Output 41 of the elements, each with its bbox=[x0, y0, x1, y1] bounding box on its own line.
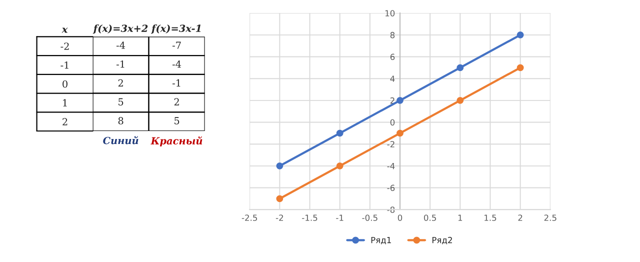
x-tick-label: f(x)=3x-1 bbox=[150, 24, 200, 34]
y-tick-label: -6 bbox=[387, 184, 395, 192]
y-tick-label: 8 bbox=[390, 32, 395, 38]
x-tick-label: 1.5 bbox=[484, 214, 496, 221]
data-label: 2 bbox=[118, 79, 123, 87]
y-axis-title: x bbox=[62, 28, 68, 33]
data-label: 5 bbox=[118, 98, 124, 106]
x-tick-label: 2.5 bbox=[544, 214, 556, 221]
legend-label: Ряд2 bbox=[432, 236, 452, 244]
y-tick-label: 10 bbox=[385, 10, 395, 16]
text: Синий bbox=[103, 136, 138, 144]
x-tick-label: -2 bbox=[276, 214, 283, 221]
data-label: -1 bbox=[116, 60, 124, 68]
x-tick-label: -1 bbox=[336, 214, 344, 221]
y-tick-label: 1 bbox=[63, 99, 67, 106]
x-tick-label: -2.5 bbox=[242, 214, 258, 221]
legend-label: Ряд1 bbox=[371, 237, 391, 244]
y-tick-label: -2 bbox=[60, 42, 69, 50]
y-tick-label: 0 bbox=[62, 80, 68, 88]
x-tick-label: -1.5 bbox=[302, 214, 318, 221]
data-label: 8 bbox=[118, 117, 124, 124]
x-tick-label: f(x)=3x+2 bbox=[92, 24, 148, 34]
x-tick-label: -0.5 bbox=[362, 214, 378, 221]
data-label: 5 bbox=[174, 117, 180, 124]
y-tick-label: 2 bbox=[62, 118, 68, 126]
x-tick-label: 0 bbox=[398, 214, 402, 221]
y-tick-label: -1 bbox=[60, 61, 68, 69]
x-tick-label: 0.5 bbox=[424, 214, 436, 221]
y-tick-label: 4 bbox=[390, 76, 395, 82]
data-label: -1 bbox=[172, 79, 180, 87]
y-tick-label: -4 bbox=[387, 163, 395, 170]
x-tick-label: 1 bbox=[458, 214, 462, 221]
data-label: -4 bbox=[172, 60, 182, 68]
text: Красный bbox=[150, 136, 202, 146]
data-label: -4 bbox=[116, 42, 126, 49]
y-tick-label: 0 bbox=[390, 119, 395, 126]
y-tick-label: -2 bbox=[387, 141, 394, 148]
data-label: 2 bbox=[174, 98, 179, 106]
x-tick-label: 2 bbox=[518, 214, 522, 221]
y-tick-label: 6 bbox=[390, 54, 395, 60]
data-label: -7 bbox=[172, 42, 181, 49]
